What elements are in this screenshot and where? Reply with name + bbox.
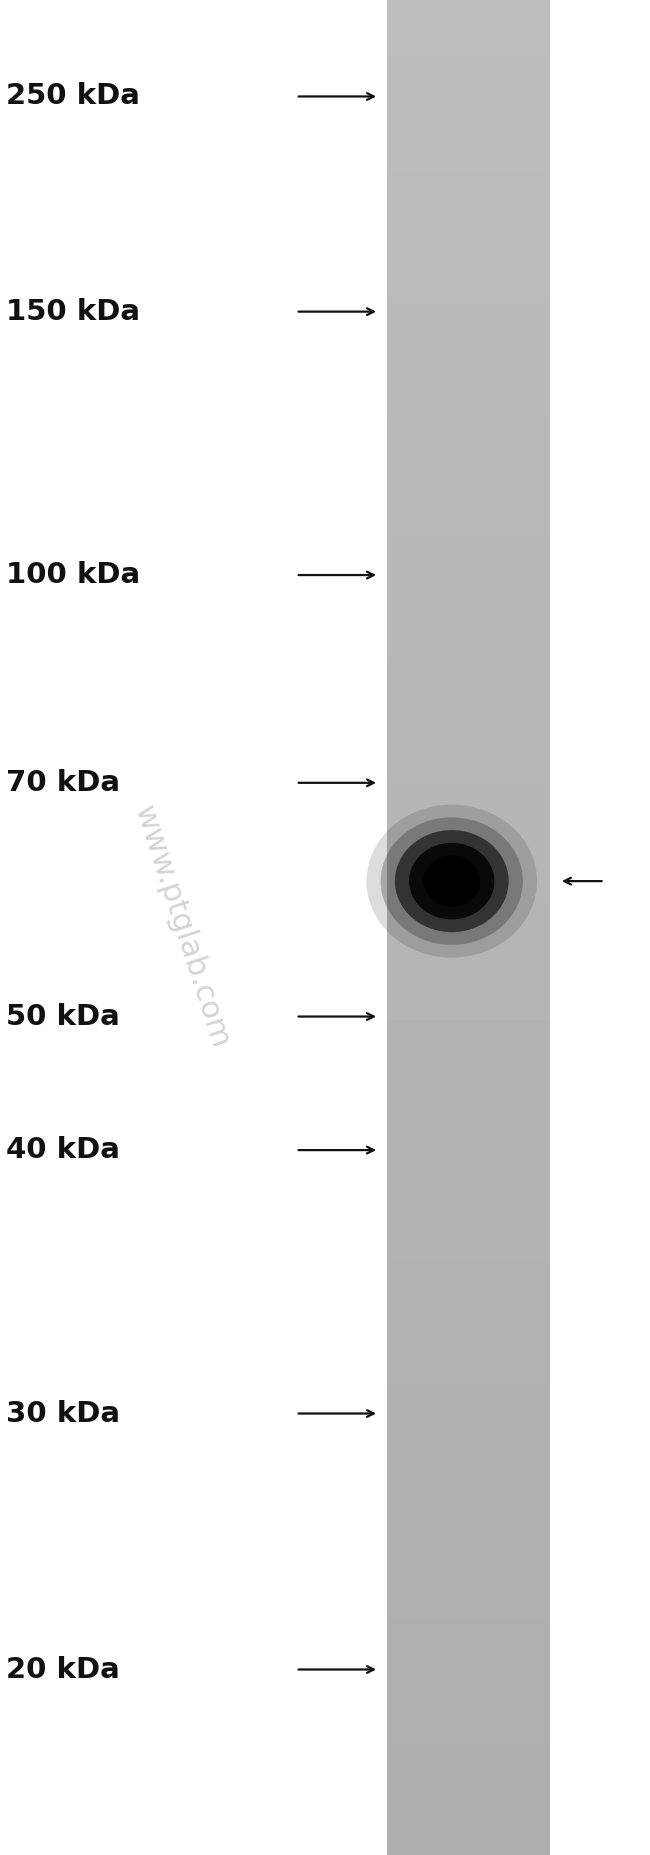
Ellipse shape	[409, 842, 495, 920]
Ellipse shape	[381, 818, 523, 944]
Text: 100 kDa: 100 kDa	[6, 560, 140, 590]
Text: 250 kDa: 250 kDa	[6, 82, 140, 111]
Ellipse shape	[367, 805, 537, 957]
Text: 40 kDa: 40 kDa	[6, 1135, 120, 1165]
Text: 20 kDa: 20 kDa	[6, 1655, 120, 1684]
Text: 150 kDa: 150 kDa	[6, 297, 140, 326]
Text: 50 kDa: 50 kDa	[6, 1002, 120, 1031]
Ellipse shape	[395, 829, 508, 931]
Ellipse shape	[423, 855, 480, 907]
Text: 30 kDa: 30 kDa	[6, 1399, 120, 1428]
Text: 70 kDa: 70 kDa	[6, 768, 120, 798]
Text: www.ptglab.com: www.ptglab.com	[129, 803, 235, 1052]
